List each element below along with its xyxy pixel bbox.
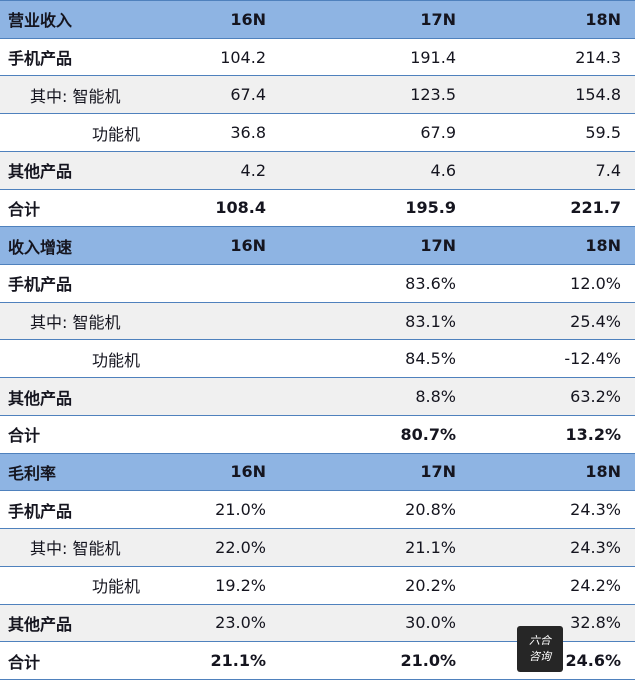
cell-value: 67.9	[420, 123, 456, 143]
table-row: 功能机 19.2% 20.2% 24.2%	[0, 566, 635, 605]
row-label: 其中: 智能机	[30, 313, 121, 333]
section-header-row: 毛利率 16N 17N 18N	[0, 453, 635, 492]
column-header: 16N	[230, 9, 266, 29]
table-row: 其他产品 23.0% 30.0% 32.8%	[0, 604, 635, 643]
cell-value: 59.5	[585, 123, 621, 143]
cell-value: 67.4	[230, 85, 266, 105]
cell-value: 22.0%	[215, 537, 266, 557]
cell-value: 123.5	[410, 85, 456, 105]
cell-value: 21.0%	[400, 651, 456, 671]
row-label: 合计	[8, 426, 41, 446]
cell-value: 36.8	[230, 123, 266, 143]
row-label: 手机产品	[8, 501, 73, 521]
cell-value: 83.1%	[405, 311, 456, 331]
cell-value: 4.2	[240, 160, 266, 180]
cell-value: 80.7%	[400, 424, 456, 444]
cell-value: 154.8	[575, 85, 621, 105]
column-header: 18N	[585, 9, 621, 29]
row-label: 功能机	[92, 350, 141, 370]
cell-value: 21.0%	[215, 500, 266, 520]
table-row: 合计 80.7% 13.2%	[0, 415, 635, 454]
cell-value: 24.6%	[565, 651, 621, 671]
row-label: 手机产品	[8, 275, 73, 295]
row-label: 其中: 智能机	[30, 539, 121, 559]
column-header: 16N	[230, 462, 266, 482]
cell-value: 214.3	[575, 47, 621, 67]
table-row: 其他产品 4.2 4.6 7.4	[0, 151, 635, 190]
column-header: 18N	[585, 462, 621, 482]
cell-value: 21.1%	[210, 651, 266, 671]
table-row: 其他产品 8.8% 63.2%	[0, 378, 635, 416]
row-label: 合计	[8, 199, 41, 219]
cell-value: 20.2%	[405, 575, 456, 595]
section-title: 营业收入	[8, 11, 73, 31]
cell-value: 30.0%	[405, 613, 456, 633]
row-label: 功能机	[92, 124, 141, 144]
cell-value: 24.2%	[570, 575, 621, 595]
column-header: 16N	[230, 236, 266, 256]
cell-value: 19.2%	[215, 575, 266, 595]
cell-value: 23.0%	[215, 613, 266, 633]
column-header: 17N	[420, 9, 456, 29]
cell-value: 25.4%	[570, 311, 621, 331]
watermark-text: 六合咨询	[529, 633, 551, 664]
column-header: 17N	[420, 462, 456, 482]
table-row: 其中: 智能机 67.4 123.5 154.8	[0, 76, 635, 115]
row-label: 其他产品	[8, 388, 73, 408]
cell-value: 8.8%	[415, 387, 456, 407]
row-label: 合计	[8, 652, 41, 672]
cell-value: 191.4	[410, 47, 456, 67]
section-header-row: 营业收入 16N 17N 18N	[0, 0, 635, 39]
cell-value: 13.2%	[565, 424, 621, 444]
table-row: 功能机 84.5% -12.4%	[0, 340, 635, 379]
cell-value: 32.8%	[570, 613, 621, 633]
table-row: 手机产品 21.0% 20.8% 24.3%	[0, 491, 635, 530]
cell-value: 104.2	[220, 47, 266, 67]
section-title: 毛利率	[8, 463, 57, 483]
watermark-logo: 六合咨询	[517, 626, 563, 672]
table-row: 功能机 36.8 67.9 59.5	[0, 114, 635, 152]
row-label: 其他产品	[8, 614, 73, 634]
column-header: 18N	[585, 236, 621, 256]
cell-value: -12.4%	[564, 349, 621, 369]
cell-value: 20.8%	[405, 500, 456, 520]
table-row: 合计 108.4 195.9 221.7	[0, 189, 635, 228]
cell-value: 4.6	[430, 160, 456, 180]
cell-value: 21.1%	[405, 537, 456, 557]
cell-value: 24.3%	[570, 500, 621, 520]
cell-value: 7.4	[595, 160, 621, 180]
cell-value: 83.6%	[405, 273, 456, 293]
table-row: 其中: 智能机 83.1% 25.4%	[0, 302, 635, 341]
cell-value: 63.2%	[570, 387, 621, 407]
section-title: 收入增速	[8, 237, 73, 257]
cell-value: 108.4	[215, 198, 266, 218]
column-header: 17N	[420, 236, 456, 256]
cell-value: 84.5%	[405, 349, 456, 369]
table-row: 手机产品 104.2 191.4 214.3	[0, 38, 635, 77]
row-label: 其中: 智能机	[30, 86, 121, 106]
table-row: 其中: 智能机 22.0% 21.1% 24.3%	[0, 529, 635, 567]
cell-value: 221.7	[570, 198, 621, 218]
cell-value: 195.9	[405, 198, 456, 218]
row-label: 其他产品	[8, 162, 73, 182]
row-label: 功能机	[92, 577, 141, 597]
cell-value: 24.3%	[570, 537, 621, 557]
row-label: 手机产品	[8, 49, 73, 69]
section-header-row: 收入增速 16N 17N 18N	[0, 227, 635, 266]
cell-value: 12.0%	[570, 273, 621, 293]
table-row: 手机产品 83.6% 12.0%	[0, 265, 635, 303]
